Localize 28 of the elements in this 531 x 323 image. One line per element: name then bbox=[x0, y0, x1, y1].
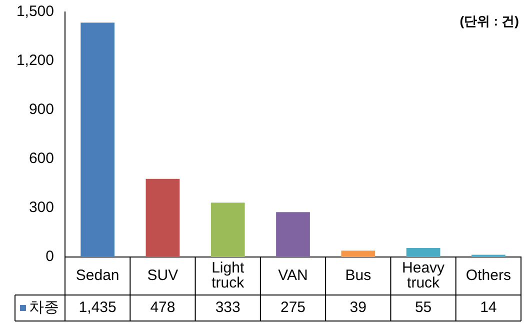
y-tick-label: 300 bbox=[28, 199, 54, 216]
data-label: 478 bbox=[150, 299, 176, 316]
x-tick-label: VAN bbox=[278, 267, 308, 284]
x-tick-label: Heavy truck bbox=[402, 260, 446, 292]
bar bbox=[341, 250, 376, 257]
y-tick-label: 600 bbox=[28, 150, 54, 168]
data-label: 14 bbox=[480, 299, 497, 316]
bar bbox=[80, 22, 115, 257]
data-label: 55 bbox=[414, 299, 432, 316]
annotation: (단위 : 건) bbox=[460, 14, 519, 29]
data-label: 1,435 bbox=[78, 299, 116, 316]
data-label: 275 bbox=[280, 299, 306, 316]
bar bbox=[146, 178, 180, 257]
y-tick-label: 0 bbox=[46, 248, 54, 266]
x-tick-label: Light truck bbox=[212, 260, 245, 292]
x-tick-label: SUV bbox=[147, 267, 178, 284]
y-tick-label: 1,200 bbox=[16, 52, 54, 70]
bar bbox=[406, 248, 440, 257]
legend-label: 차종 bbox=[29, 299, 59, 316]
bar bbox=[210, 202, 245, 257]
x-tick-label: Others bbox=[466, 267, 511, 284]
x-tick-label: Bus bbox=[345, 267, 372, 284]
y-tick-label: 1,500 bbox=[16, 3, 54, 20]
data-label: 333 bbox=[215, 299, 240, 316]
y-tick-label: 900 bbox=[28, 101, 54, 118]
data-label: 39 bbox=[350, 299, 366, 316]
bar bbox=[276, 212, 310, 257]
x-tick-label: Sedan bbox=[76, 267, 120, 284]
